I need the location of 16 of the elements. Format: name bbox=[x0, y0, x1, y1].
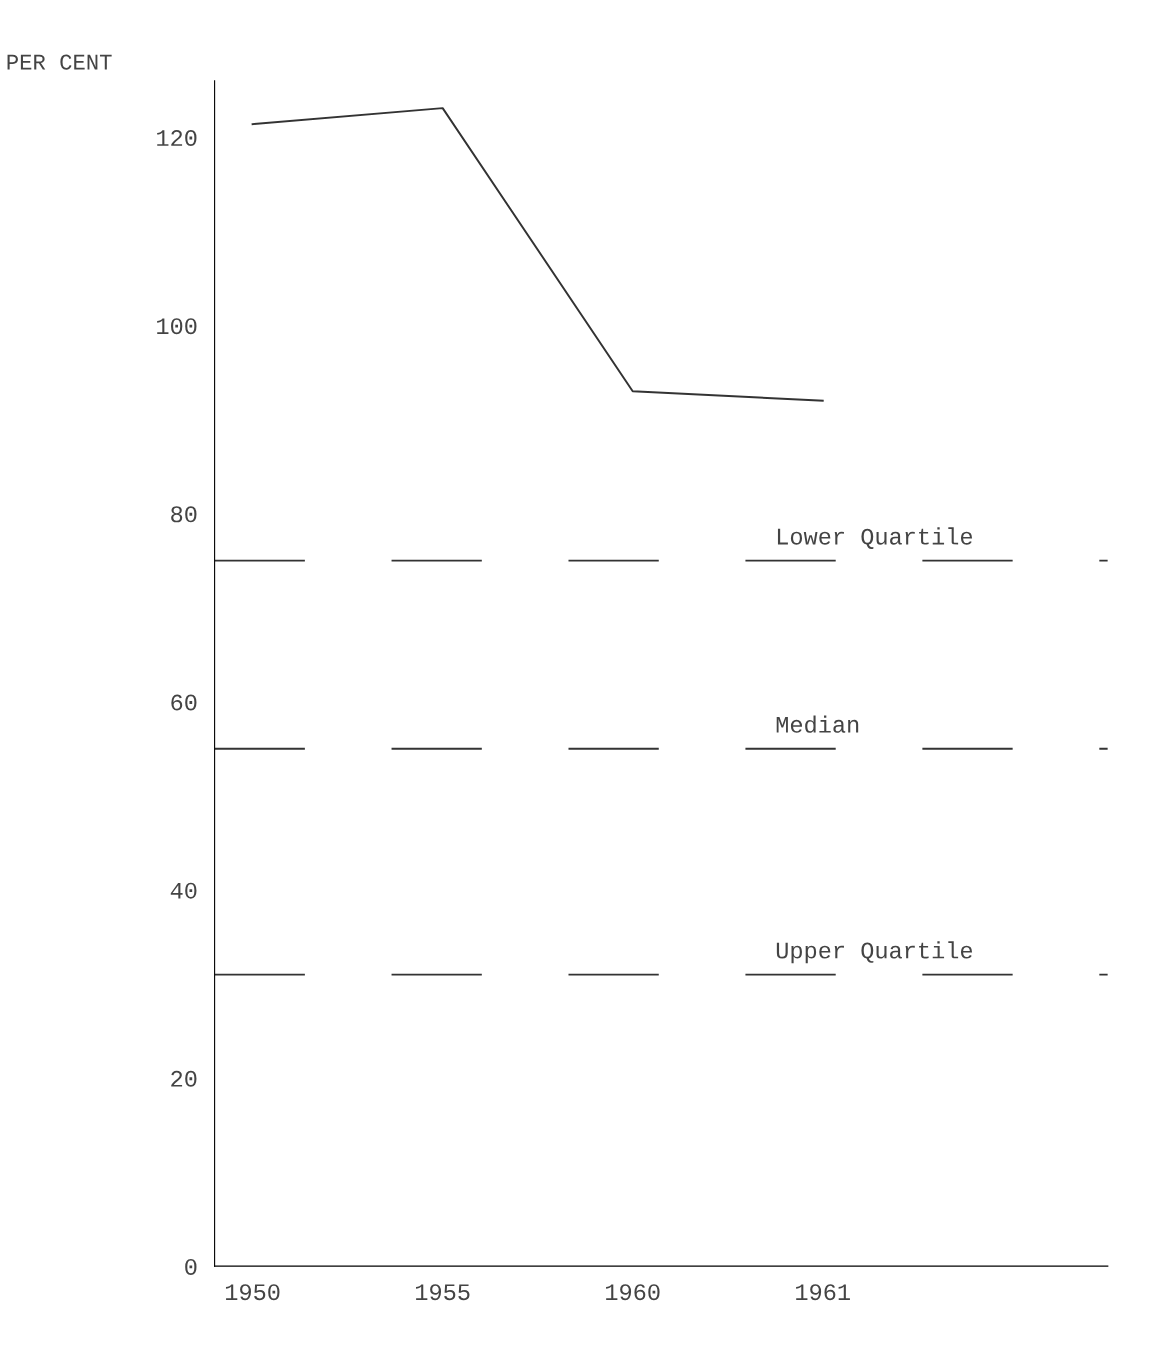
y-tick-label: 60 bbox=[171, 694, 197, 711]
y-tick-label: 20 bbox=[171, 1070, 197, 1087]
x-tick-label: 1960 bbox=[606, 1284, 660, 1301]
y-tick-label: 40 bbox=[170, 882, 197, 899]
ref-line-label: Upper Quartile bbox=[776, 941, 973, 964]
line-series bbox=[251, 107, 824, 402]
y-tick-label: 0 bbox=[185, 1258, 197, 1275]
y-tick-label: 100 bbox=[157, 318, 197, 335]
y-axis-title: PER CENT bbox=[7, 54, 112, 70]
y-tick-label: 80 bbox=[171, 506, 197, 523]
x-tick-label: 1961 bbox=[796, 1284, 850, 1301]
y-tick-label: 120 bbox=[157, 130, 197, 147]
x-tick-label: 1955 bbox=[416, 1284, 470, 1301]
ref-line-label: Lower Quartile bbox=[777, 527, 973, 549]
ref-line-label: Median bbox=[776, 715, 859, 733]
x-tick-label: 1950 bbox=[225, 1284, 280, 1301]
